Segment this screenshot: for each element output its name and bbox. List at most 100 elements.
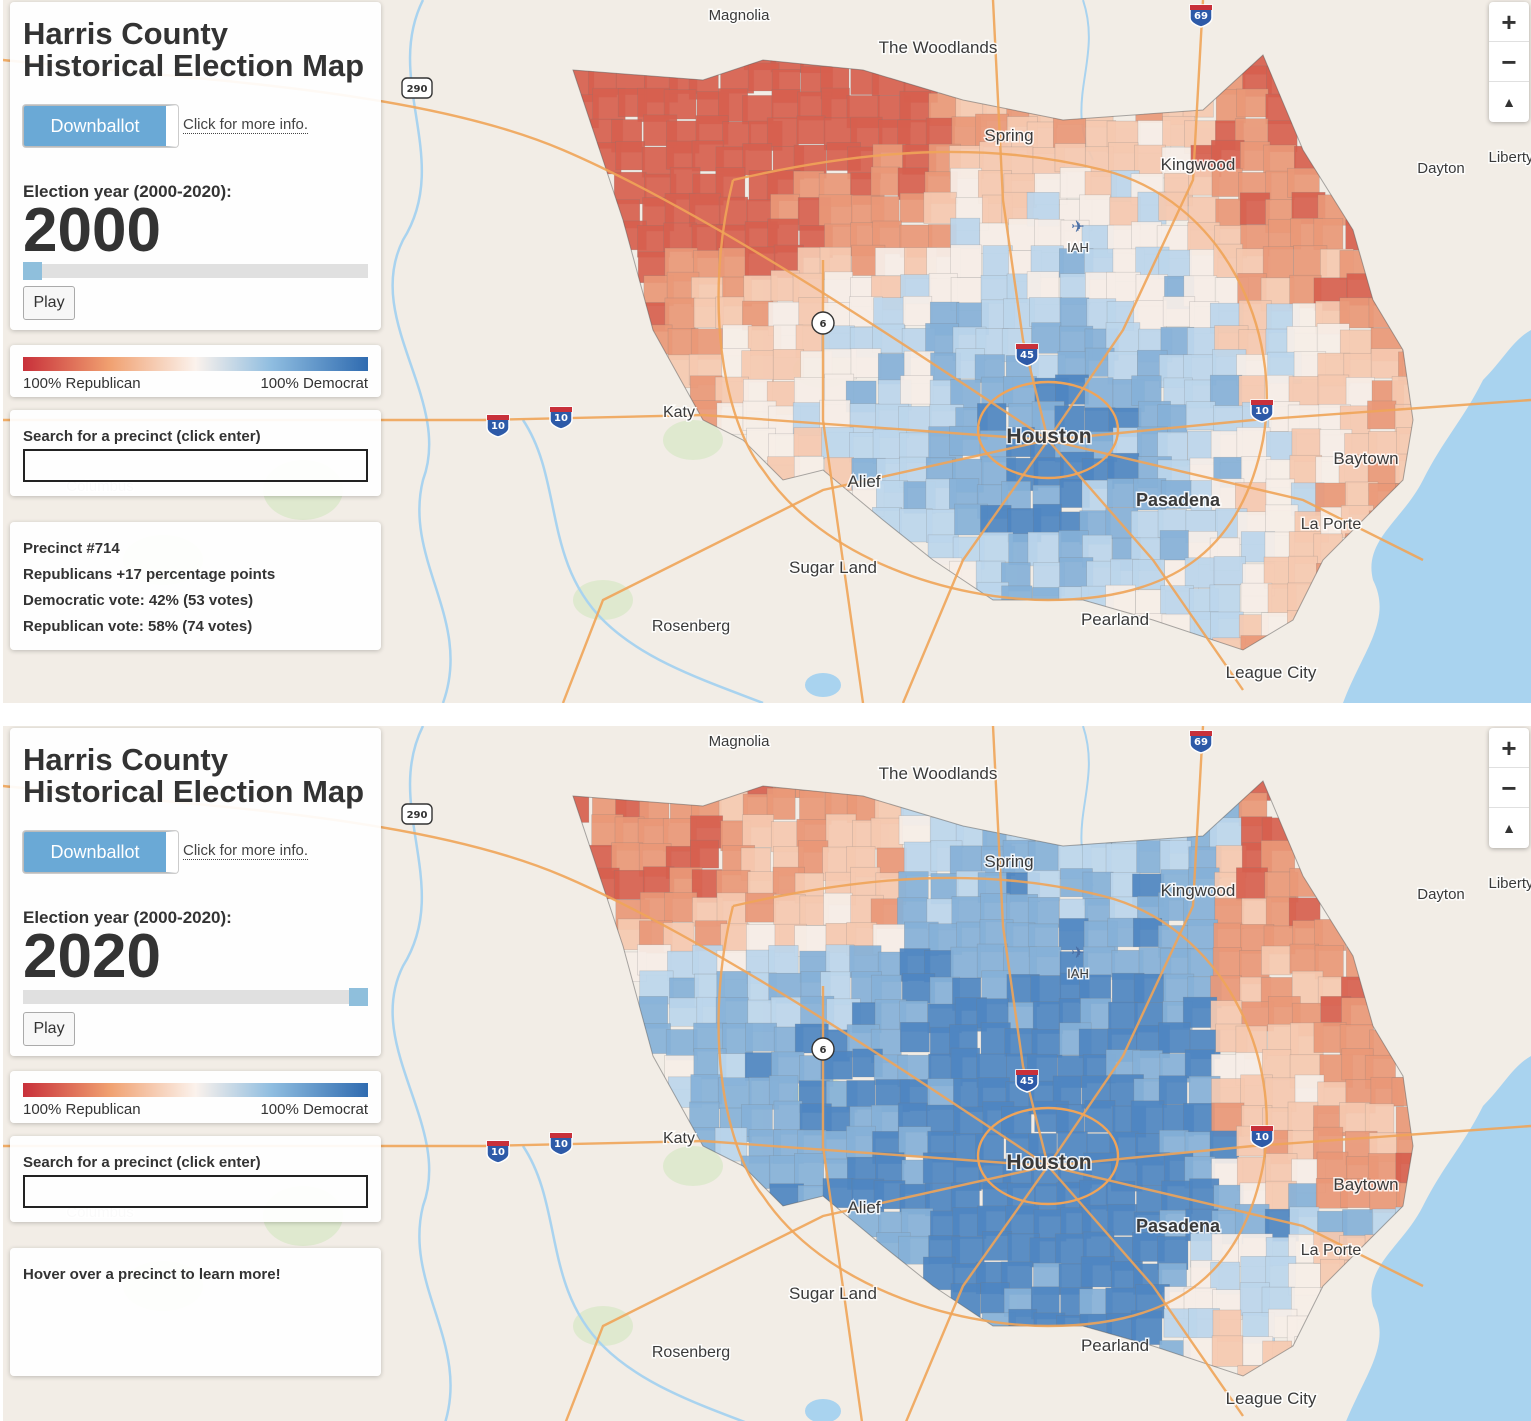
legend-democrat-label: 100% Democrat [260, 375, 368, 392]
place-label-iah: IAH [1067, 966, 1089, 981]
loop-610 [976, 1106, 1120, 1206]
loop-610 [976, 380, 1120, 480]
year-slider[interactable] [23, 262, 368, 280]
place-label-pasadena: Pasadena [1136, 490, 1221, 510]
precinct [1313, 1231, 1344, 1264]
place-label-alief: Alief [847, 472, 880, 491]
highway-shield-label: 10 [554, 413, 568, 424]
zoom-in-button[interactable]: + [1489, 2, 1529, 42]
year-slider-handle[interactable] [23, 262, 42, 280]
more-info-link[interactable]: Click for more info. [183, 842, 309, 860]
precinct [821, 87, 850, 119]
place-label-pearland: Pearland [1081, 1336, 1149, 1355]
precinct [1030, 975, 1062, 1005]
precinct [1107, 1203, 1138, 1236]
precinct [1136, 1152, 1170, 1186]
precinct-search-input[interactable] [23, 449, 368, 482]
zoom-control: + − ▲ [1489, 2, 1529, 122]
park-area [663, 1146, 723, 1186]
map-title: Harris County Historical Election Map [23, 744, 373, 808]
precinct [1370, 348, 1403, 379]
more-info-link[interactable]: Click for more info. [183, 116, 309, 134]
precinct [1032, 1001, 1064, 1035]
precinct [772, 349, 805, 381]
lake [805, 1399, 841, 1421]
compass-icon[interactable]: ▲ [1502, 820, 1516, 836]
place-label-woodlands: The Woodlands [879, 764, 998, 783]
precinct [898, 815, 933, 845]
highway [564, 1164, 1049, 1421]
precinct [664, 892, 698, 923]
place-label-rosenberg: Rosenberg [652, 618, 730, 635]
precinct [1006, 426, 1035, 458]
map-view-2000[interactable]: Magnolia The Woodlands Spring Kingwood Dayto… [3, 0, 1531, 703]
year-value: 2020 [23, 922, 161, 991]
place-label-liberty: Liberty [1488, 149, 1531, 166]
precinct-search-input[interactable] [23, 1175, 368, 1208]
map-view-2020[interactable]: Magnolia The Woodlands Spring Kingwood Dayto… [3, 726, 1531, 1421]
precinct [1211, 168, 1243, 197]
place-label-la-porte: La Porte [1301, 516, 1362, 533]
place-label-sugar-land: Sugar Land [789, 1284, 877, 1303]
bay-water [1343, 330, 1531, 703]
precinct [1008, 218, 1039, 251]
highway-shield-label: 69 [1194, 737, 1208, 748]
river [521, 419, 764, 703]
precinct [611, 842, 644, 872]
play-button[interactable]: Play [23, 1012, 75, 1046]
precinct [1183, 1102, 1215, 1136]
precinct-margin: Republicans +17 percentage points [23, 566, 276, 583]
highway-shield-sh6: 6 [811, 1037, 835, 1061]
precinct [898, 1126, 932, 1157]
precinct [871, 974, 902, 1004]
precinct [1001, 1106, 1032, 1139]
zoom-in-button[interactable]: + [1489, 728, 1529, 768]
park-area [663, 420, 723, 460]
compass-icon[interactable]: ▲ [1502, 94, 1516, 110]
precinct [613, 869, 646, 900]
precinct [1236, 88, 1269, 118]
precinct-info-card: Precinct #714 Republicans +17 percentage… [10, 522, 381, 650]
year-slider[interactable] [23, 988, 368, 1006]
precinct [1134, 144, 1166, 177]
precinct [1052, 115, 1087, 149]
precinct [1160, 480, 1193, 509]
highway-shield-i10: 10 [549, 406, 573, 430]
precinct [1131, 375, 1162, 406]
county-outline [572, 780, 1414, 1377]
precinct [1033, 457, 1064, 488]
highway [901, 439, 1049, 703]
highway-shield-i10: 10 [486, 1140, 510, 1164]
precinct [870, 166, 900, 196]
precinct [793, 427, 825, 457]
precinct [1317, 374, 1350, 408]
zoom-out-button[interactable]: − [1489, 768, 1529, 808]
zoom-out-button[interactable]: − [1489, 42, 1529, 82]
place-label-dayton: Dayton [1417, 160, 1465, 177]
downballot-button[interactable]: Downballot [23, 831, 178, 873]
precinct [823, 892, 853, 926]
downballot-button[interactable]: Downballot [23, 105, 178, 147]
precinct [768, 1075, 799, 1106]
precinct [1367, 1153, 1402, 1187]
precinct [1054, 405, 1085, 436]
place-label-league-city: League City [1226, 1389, 1317, 1408]
place-label-kingwood: Kingwood [1161, 155, 1236, 174]
highway-shield-label: 10 [491, 421, 505, 432]
precinct [1130, 1310, 1163, 1345]
precinct [663, 89, 697, 120]
color-legend: 100% Republican 100% Democrat [10, 345, 381, 397]
precinct [1052, 1075, 1082, 1106]
precinct [796, 115, 826, 145]
highway [991, 0, 1050, 441]
map-title: Harris County Historical Election Map [23, 18, 373, 82]
precinct [690, 839, 720, 869]
play-button[interactable]: Play [23, 286, 75, 320]
precinct [1130, 1100, 1165, 1135]
precinct [1027, 531, 1062, 567]
place-label-rosenberg: Rosenberg [652, 1344, 730, 1361]
highway-shield-label: 10 [1255, 1132, 1269, 1143]
precinct [794, 1153, 825, 1188]
year-slider-handle[interactable] [349, 988, 368, 1006]
precinct [1158, 892, 1189, 921]
